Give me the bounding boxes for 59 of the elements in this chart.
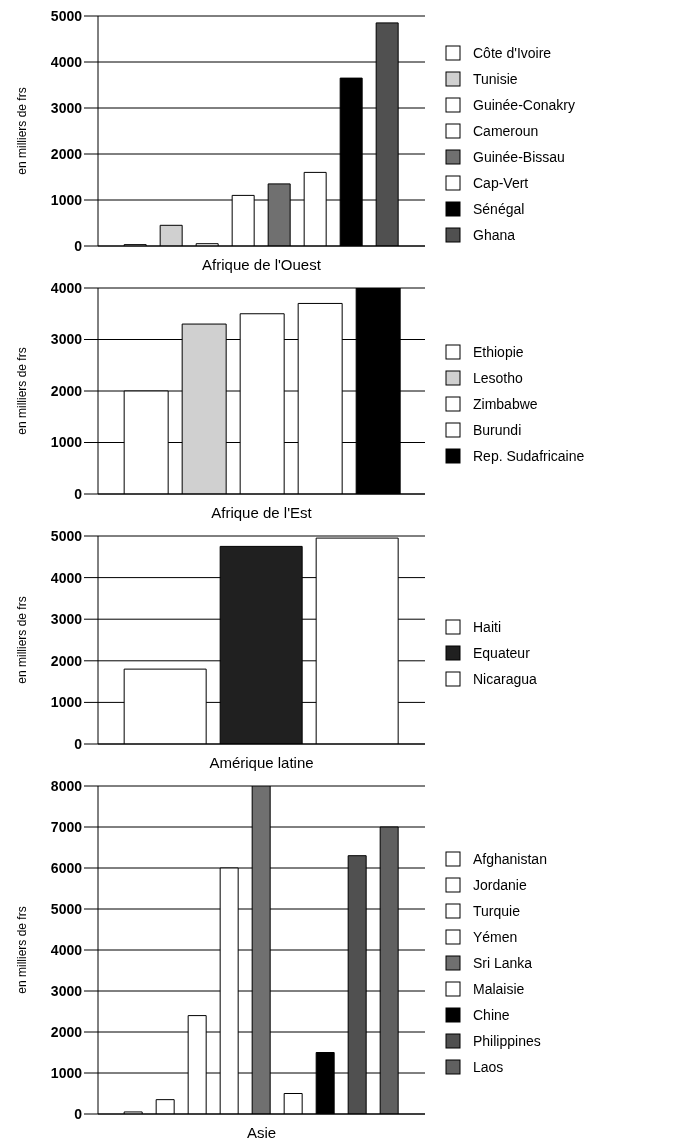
legend-label: Haiti	[473, 619, 502, 635]
y-tick-label: 4000	[50, 941, 83, 958]
y-tick-label: 0	[74, 1105, 83, 1122]
legend-label: Burundi	[473, 422, 522, 438]
y-tick-label: 4000	[50, 569, 83, 586]
y-tick-label: 1000	[50, 434, 83, 451]
legend-label: Afghanistan	[473, 851, 547, 867]
legend-label: Chine	[473, 1007, 510, 1023]
y-tick-label: 0	[74, 237, 83, 254]
y-axis-title: en milliers de frs	[15, 596, 30, 684]
y-tick-label: 5000	[50, 900, 83, 917]
legend-label: Tunisie	[473, 71, 518, 87]
legend-label: Côte d'Ivoire	[473, 45, 552, 61]
y-tick-label: 7000	[50, 818, 83, 835]
legend-label: Yémen	[473, 929, 518, 945]
legend-label: Malaisie	[473, 981, 525, 997]
y-tick-label: 0	[74, 485, 83, 502]
y-tick-label: 4000	[50, 53, 83, 70]
y-tick-label: 2000	[50, 382, 83, 399]
y-tick-label: 2000	[50, 145, 83, 162]
legend-label: Rep. Sudafricaine	[473, 448, 585, 464]
y-tick-label: 4000	[50, 279, 83, 296]
legend-label: Cameroun	[473, 123, 539, 139]
x-axis-title: Amérique latine	[209, 754, 314, 771]
y-tick-label: 3000	[50, 331, 83, 348]
legend-label: Guinée-Bissau	[473, 149, 565, 165]
y-axis-title: en milliers de frs	[15, 906, 30, 994]
legend-label: Turquie	[473, 903, 520, 919]
y-tick-label: 6000	[50, 859, 83, 876]
legend-label: Sri Lanka	[473, 955, 533, 971]
legend-label: Guinée-Conakry	[473, 97, 575, 113]
legend-label: Sénégal	[473, 201, 525, 217]
legend-label: Zimbabwe	[473, 396, 538, 412]
y-tick-label: 0	[74, 735, 83, 752]
y-tick-label: 2000	[50, 1023, 83, 1040]
legend-label: Equateur	[473, 645, 530, 661]
legend-label: Philippines	[473, 1033, 541, 1049]
y-axis-title: en milliers de frs	[15, 87, 30, 175]
y-tick-label: 3000	[50, 982, 83, 999]
legend-label: Ethiopie	[473, 344, 524, 360]
y-tick-label: 5000	[50, 7, 83, 24]
y-tick-label: 5000	[50, 527, 83, 544]
y-tick-label: 1000	[50, 1064, 83, 1081]
y-tick-label: 3000	[50, 99, 83, 116]
x-axis-title: Afrique de l'Est	[211, 504, 313, 521]
legend-label: Cap-Vert	[473, 175, 529, 191]
y-tick-label: 2000	[50, 652, 83, 669]
legend-label: Lesotho	[473, 370, 523, 386]
y-tick-label: 1000	[50, 694, 83, 711]
legend-label: Nicaragua	[473, 671, 537, 687]
legend-label: Jordanie	[473, 877, 527, 893]
y-tick-label: 3000	[50, 611, 83, 628]
y-tick-label: 1000	[50, 191, 83, 208]
x-axis-title: Afrique de l'Ouest	[202, 256, 322, 273]
legend-label: Laos	[473, 1059, 504, 1075]
y-tick-label: 8000	[50, 777, 83, 794]
x-axis-title: Asie	[246, 1124, 277, 1141]
legend-label: Ghana	[473, 227, 516, 243]
y-axis-title: en milliers de frs	[15, 347, 30, 435]
